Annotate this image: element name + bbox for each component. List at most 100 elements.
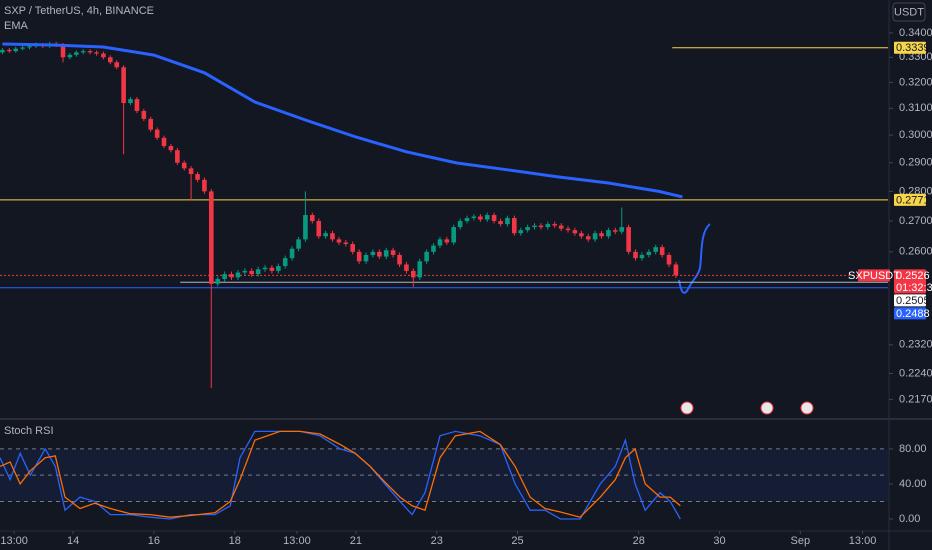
candle-body (235, 272, 241, 278)
candle-body (511, 218, 517, 234)
candle-body (350, 244, 355, 252)
candle-body (289, 248, 295, 259)
candle-body (249, 270, 254, 275)
candle-body (606, 230, 611, 237)
candle-body (437, 239, 443, 246)
candle-body (397, 254, 402, 265)
candle-body (518, 230, 524, 234)
price-label: 0.2771 (896, 194, 930, 206)
y-tick-label: 0.00 (899, 513, 920, 525)
candle-body (505, 218, 510, 225)
candle-body (161, 137, 167, 147)
drawn-projection (678, 223, 711, 294)
candle-body (282, 258, 288, 267)
candle-body (464, 218, 470, 222)
candle-body (666, 254, 672, 265)
candle-body (343, 242, 349, 245)
candle-body (222, 274, 227, 279)
price-label-box (894, 193, 926, 206)
candle-body (417, 261, 423, 278)
candle-body (188, 168, 194, 175)
candle-body (148, 118, 153, 130)
chart-title: SXP / TetherUS, 4h, BINANCE (4, 5, 154, 17)
price-label-box (894, 41, 926, 54)
candle-body (67, 54, 73, 58)
price-label-box (894, 307, 926, 320)
candle-body (94, 52, 99, 54)
y-tick-label: 0.2320 (899, 339, 932, 351)
candle-body (208, 191, 214, 284)
x-tick-label: 30 (713, 535, 725, 547)
candle-body (478, 216, 483, 220)
candle-body (80, 51, 86, 53)
y-tick-label: 0.2240 (899, 367, 932, 379)
candle-body (141, 110, 147, 119)
candle-body (532, 225, 537, 228)
candle-body (451, 227, 456, 243)
y-tick-label: 0.2700 (899, 215, 932, 227)
candle-body (491, 215, 497, 222)
y-tick-label: 0.3400 (899, 27, 932, 39)
candle-body (558, 225, 564, 229)
candle-body (128, 99, 133, 104)
candle-body (276, 266, 281, 271)
candle-body (370, 251, 376, 255)
price-label: 0.2488 (896, 308, 930, 320)
price-label: 0.3339 (896, 42, 930, 54)
candle-body (269, 267, 275, 271)
x-tick-label: 13:00 (283, 535, 311, 547)
candle-body (377, 251, 382, 257)
candle-body (87, 51, 93, 53)
candle-body (545, 224, 551, 228)
candle-body (296, 239, 301, 249)
candle-body (565, 228, 571, 231)
currency-label[interactable]: USDT (894, 6, 924, 18)
event-icon (760, 401, 774, 415)
candle-body (175, 150, 180, 163)
candle-body (457, 221, 463, 228)
candle-body (484, 215, 490, 220)
candle-body (60, 45, 66, 58)
candle-body (202, 179, 207, 192)
stoch-line (0, 430, 681, 518)
candle-body (74, 52, 79, 55)
ema-line (2, 42, 683, 199)
indicator-title: Stoch RSI (4, 425, 54, 437)
candle-body (383, 250, 389, 257)
candle-body (363, 254, 369, 262)
candle-body (646, 251, 652, 255)
candle-body (619, 227, 625, 232)
candle-body (195, 174, 200, 180)
candle-body (13, 48, 19, 52)
candle-body (0, 49, 5, 53)
x-tick-label: 16 (148, 535, 160, 547)
candle-body (229, 274, 234, 278)
price-label-box (894, 269, 926, 294)
candle-body (168, 146, 174, 151)
candle-body (242, 270, 248, 273)
x-tick-label: Sep (791, 535, 811, 547)
candle-body (255, 269, 261, 275)
candle-body (309, 215, 315, 222)
candle-body (592, 233, 598, 240)
candle-body (121, 67, 126, 104)
candle-body (154, 129, 160, 138)
y-tick-label: 0.2170 (899, 393, 932, 405)
candle-body (390, 250, 396, 255)
candle-body (356, 251, 362, 262)
event-icons (680, 401, 814, 415)
y-tick-label: 0.3200 (899, 76, 932, 88)
currency-button[interactable] (892, 2, 926, 22)
symbol-label: SXPUSDT (848, 270, 900, 282)
candle-body (673, 264, 679, 276)
candle-body (653, 247, 658, 252)
candle-body (579, 233, 584, 237)
y-tick-label: 0.2600 (899, 246, 932, 258)
candle-body (525, 227, 530, 231)
event-icon (800, 401, 814, 415)
candle-body (538, 225, 544, 228)
x-tick-label: 28 (633, 535, 645, 547)
candle-body (404, 264, 409, 271)
symbol-box (858, 269, 890, 282)
